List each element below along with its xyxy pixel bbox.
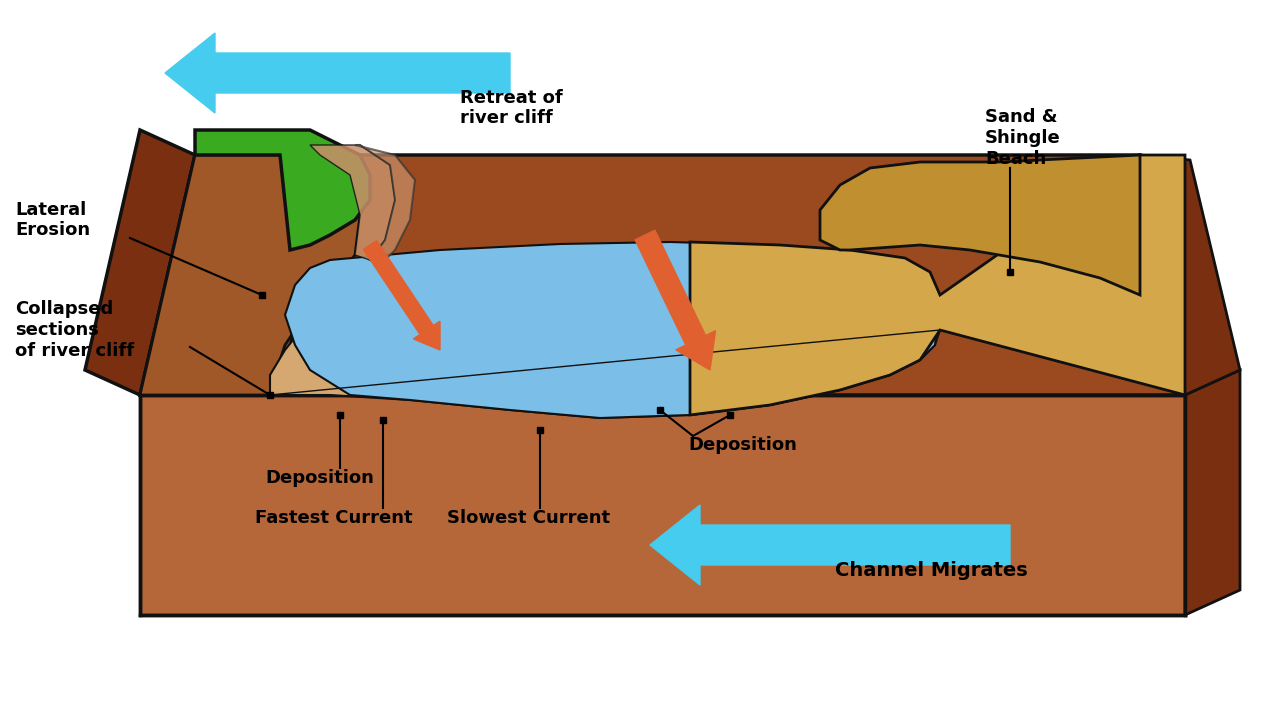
Polygon shape [690, 155, 1185, 415]
Text: Deposition: Deposition [265, 469, 374, 487]
Text: Deposition: Deposition [689, 436, 797, 454]
Text: Collapsed
sections
of river cliff: Collapsed sections of river cliff [15, 301, 134, 360]
Polygon shape [364, 241, 440, 350]
Polygon shape [820, 155, 1140, 295]
Polygon shape [270, 255, 940, 418]
Polygon shape [195, 130, 370, 250]
Polygon shape [140, 155, 1185, 395]
Text: Lateral
Erosion: Lateral Erosion [15, 201, 90, 239]
Text: Sand &
Shingle
Beach: Sand & Shingle Beach [986, 108, 1061, 168]
Polygon shape [84, 130, 195, 395]
Polygon shape [310, 145, 396, 260]
Polygon shape [635, 230, 716, 370]
Text: Retreat of
river cliff: Retreat of river cliff [460, 88, 563, 127]
Text: Channel Migrates: Channel Migrates [835, 561, 1028, 580]
Polygon shape [140, 395, 1185, 615]
Text: Fastest Current: Fastest Current [255, 509, 412, 527]
Polygon shape [285, 242, 940, 418]
Polygon shape [1140, 155, 1240, 395]
Polygon shape [140, 155, 310, 395]
Polygon shape [355, 145, 415, 265]
Polygon shape [650, 505, 1010, 585]
Polygon shape [140, 155, 360, 395]
Text: Slowest Current: Slowest Current [447, 509, 611, 527]
Polygon shape [1185, 370, 1240, 615]
Polygon shape [165, 33, 509, 113]
